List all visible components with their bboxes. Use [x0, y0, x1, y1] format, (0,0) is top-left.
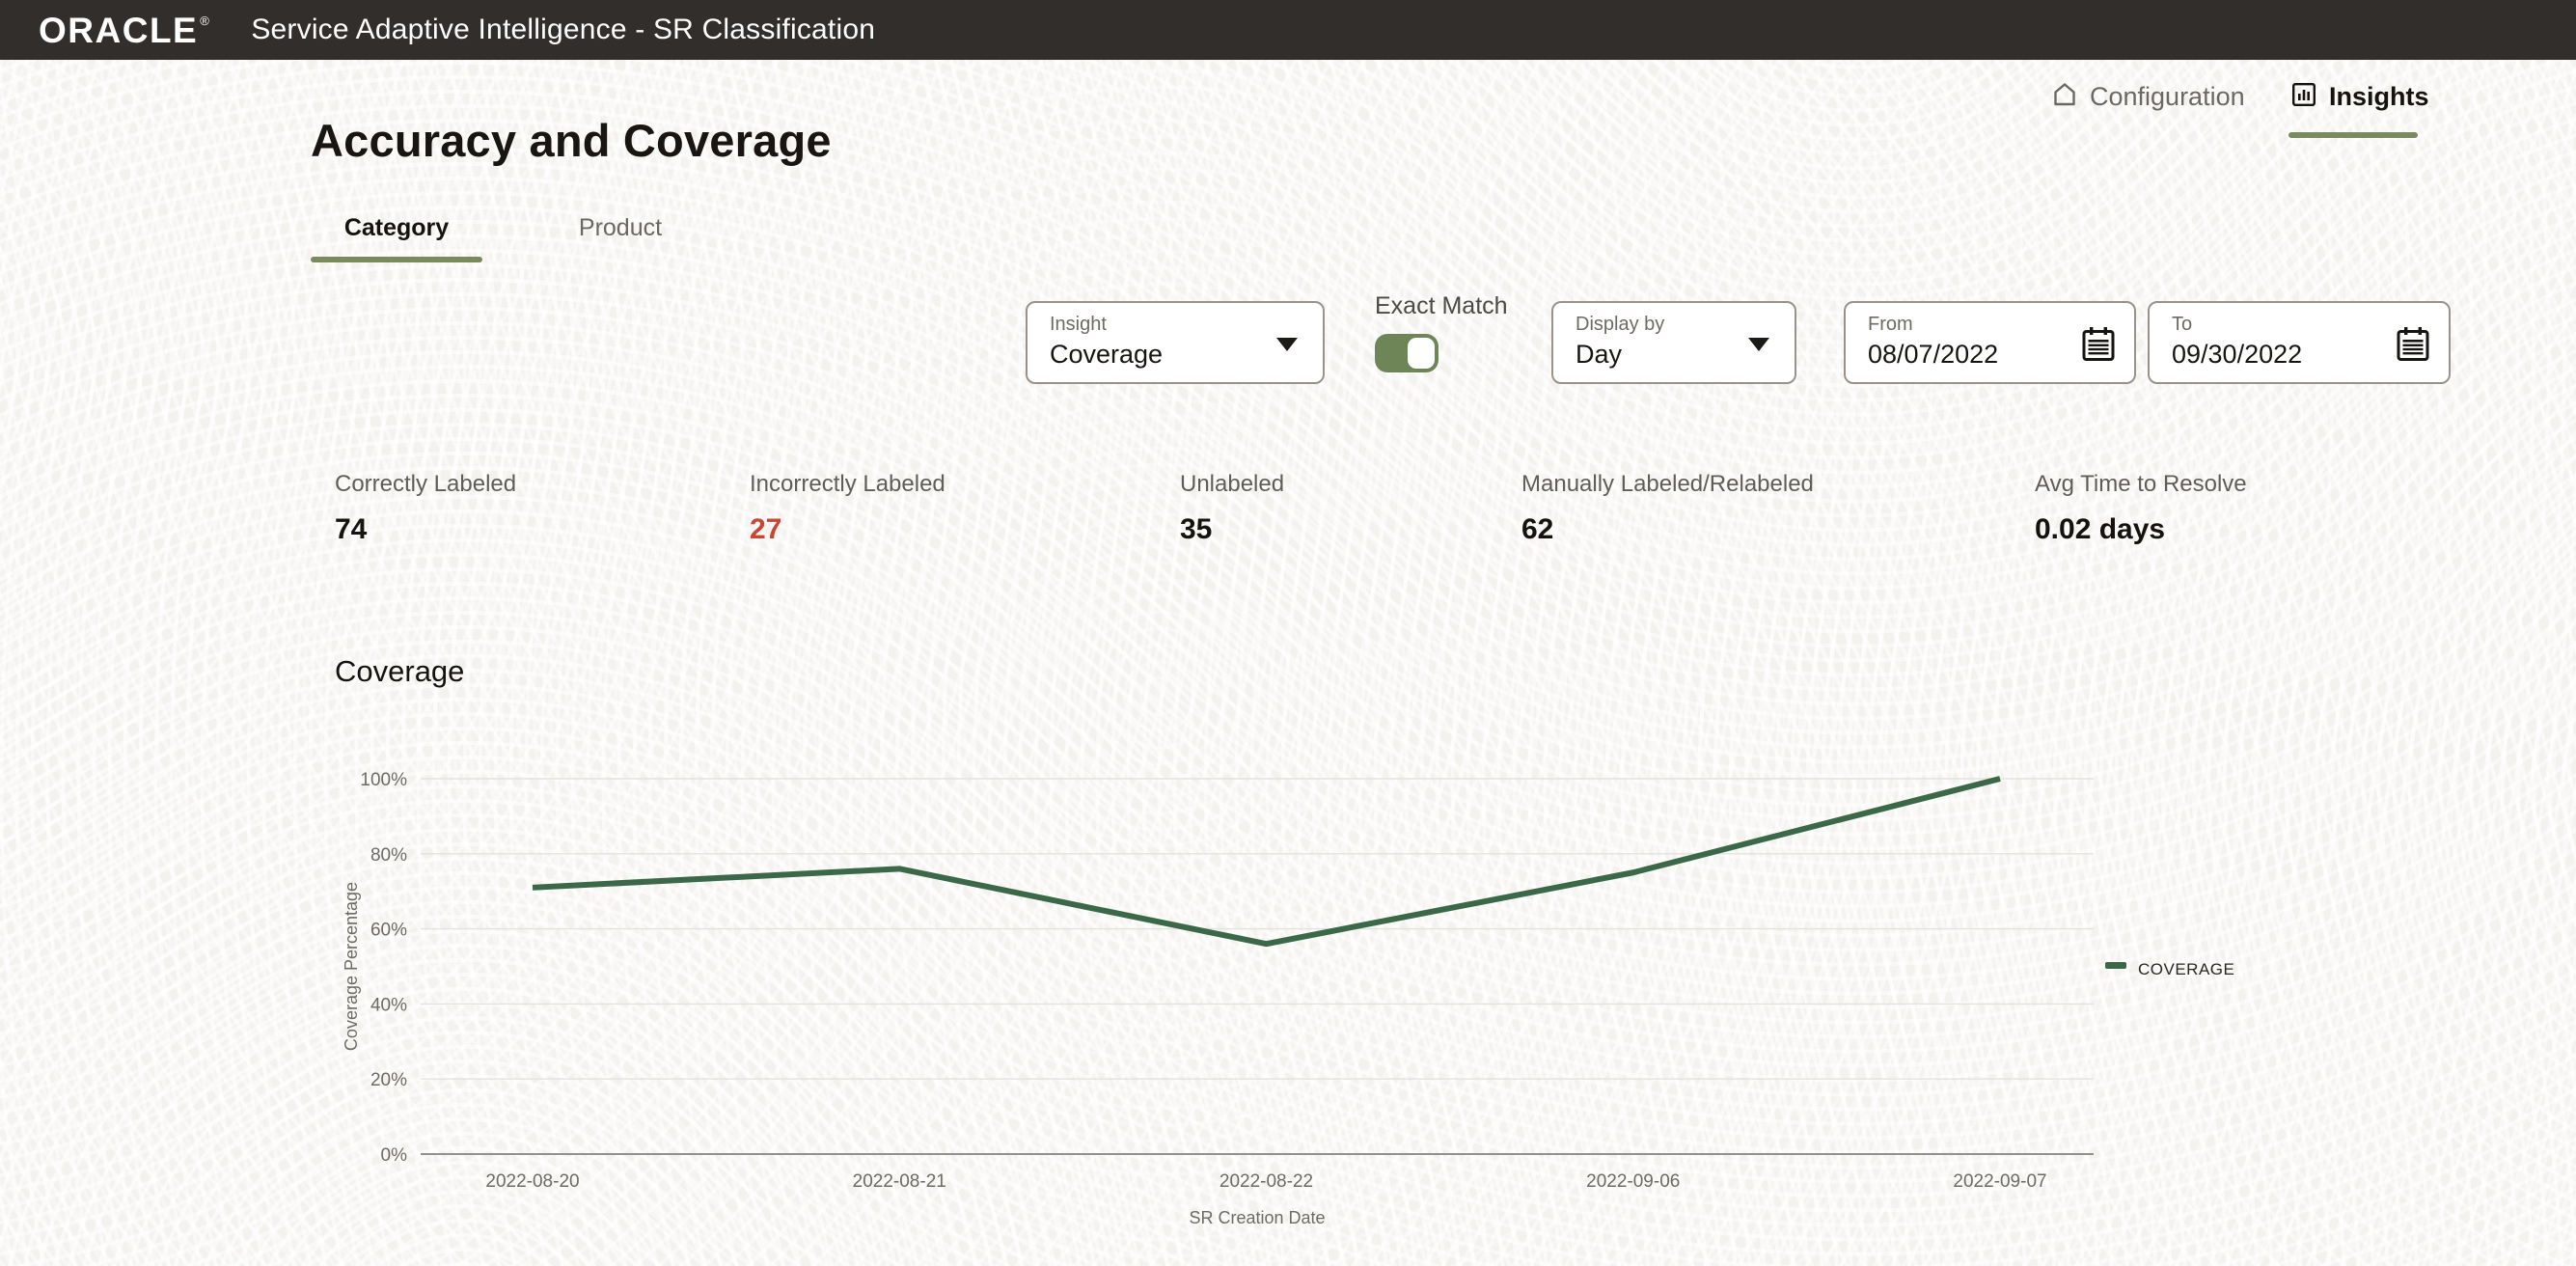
x-axis-title: SR Creation Date — [1189, 1208, 1325, 1227]
legend-label: COVERAGE — [2138, 960, 2234, 978]
calendar-icon[interactable] — [2080, 325, 2117, 369]
x-tick-label: 2022-08-21 — [853, 1171, 946, 1192]
to-date-value: 09/30/2022 — [2172, 340, 2303, 369]
to-date-field[interactable]: To 09/30/2022 — [2148, 301, 2451, 384]
insight-dropdown-label: Insight — [1050, 314, 1107, 335]
header-bar: ORACLE ® Service Adaptive Intelligence - … — [0, 0, 2576, 60]
from-date-value: 08/07/2022 — [1868, 340, 1999, 369]
chevron-down-icon — [1748, 338, 1769, 351]
stat-value: 62 — [1521, 513, 1554, 545]
nav-insights[interactable]: Insights — [2290, 81, 2429, 113]
display-by-dropdown[interactable]: Display by Day — [1551, 301, 1796, 384]
x-tick-label: 2022-08-22 — [1219, 1171, 1313, 1192]
y-tick-label: 80% — [370, 845, 407, 866]
nav-insights-active-indicator — [2288, 132, 2418, 138]
exact-match-label: Exact Match — [1375, 292, 1508, 319]
tab-product[interactable]: Product — [578, 213, 663, 241]
nav-insights-label: Insights — [2329, 82, 2429, 111]
oracle-logo: ORACLE ® — [39, 13, 210, 48]
chevron-down-icon — [1276, 338, 1298, 351]
y-tick-label: 100% — [360, 770, 407, 790]
stat-manually-labeled: Manually Labeled/Relabeled 62 — [1521, 471, 1814, 546]
oracle-logo-text: ORACLE — [39, 10, 199, 50]
stat-value: 74 — [335, 513, 368, 545]
stat-value: 35 — [1180, 513, 1213, 545]
stat-label: Avg Time to Resolve — [2035, 471, 2247, 497]
stat-incorrectly-labeled: Incorrectly Labeled 27 — [750, 471, 945, 546]
coverage-series-line — [532, 776, 2001, 948]
stat-value: 0.02 days — [2035, 513, 2166, 545]
nav-configuration[interactable]: Configuration — [2051, 81, 2245, 113]
registered-mark: ® — [200, 13, 211, 28]
tab-category[interactable]: Category — [343, 213, 450, 241]
legend-swatch — [2105, 962, 2126, 969]
bar-chart-icon — [2290, 81, 2317, 113]
insight-dropdown-value: Coverage — [1050, 340, 1164, 369]
stat-unlabeled: Unlabeled 35 — [1180, 471, 1284, 546]
nav-configuration-label: Configuration — [2090, 82, 2245, 111]
calendar-icon[interactable] — [2395, 325, 2431, 369]
app-title: Service Adaptive Intelligence - SR Class… — [251, 14, 876, 45]
chart-section-title: Coverage — [335, 654, 465, 688]
y-tick-label: 0% — [381, 1145, 408, 1166]
to-date-label: To — [2172, 314, 2193, 335]
stat-correctly-labeled: Correctly Labeled 74 — [335, 471, 516, 546]
x-tick-label: 2022-09-06 — [1586, 1171, 1680, 1192]
from-date-field[interactable]: From 08/07/2022 — [1844, 301, 2136, 384]
tab-category-active-indicator — [311, 257, 482, 262]
coverage-line-chart: 0% 20% 40% 60% 80% 100% 2022-08-20 2022-08-21 20… — [342, 770, 2234, 1227]
exact-match-toggle[interactable] — [1375, 334, 1439, 372]
coverage-chart-container: 0% 20% 40% 60% 80% 100% 2022-08-20 2022-08-21 20… — [318, 743, 2393, 1254]
stat-label: Incorrectly Labeled — [750, 471, 945, 497]
y-axis-title: Coverage Percentage — [342, 882, 361, 1051]
x-tick-label: 2022-09-07 — [1953, 1171, 2046, 1192]
y-tick-label: 60% — [370, 921, 407, 941]
stat-value: 27 — [750, 513, 782, 545]
stat-label: Unlabeled — [1180, 471, 1285, 497]
y-tick-label: 20% — [370, 1070, 407, 1090]
stat-label: Correctly Labeled — [335, 471, 517, 497]
toggle-knob — [1408, 338, 1435, 369]
y-tick-label: 40% — [370, 995, 407, 1015]
x-tick-label: 2022-08-20 — [485, 1171, 579, 1192]
stat-label: Manually Labeled/Relabeled — [1521, 471, 1814, 497]
display-by-label: Display by — [1576, 314, 1665, 335]
insight-dropdown[interactable]: Insight Coverage — [1026, 301, 1325, 384]
stat-avg-time-to-resolve: Avg Time to Resolve 0.02 days — [2035, 471, 2247, 546]
page-title: Accuracy and Coverage — [311, 115, 832, 166]
display-by-value: Day — [1576, 340, 1623, 369]
home-icon — [2051, 81, 2078, 113]
from-date-label: From — [1868, 314, 1913, 335]
